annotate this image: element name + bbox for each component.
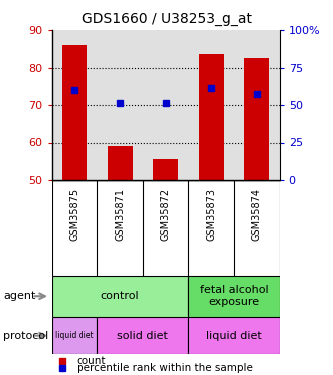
- Text: GDS1660 / U38253_g_at: GDS1660 / U38253_g_at: [82, 12, 251, 26]
- Bar: [62, 45, 87, 180]
- Bar: [188, 317, 280, 354]
- Text: GSM35874: GSM35874: [252, 188, 262, 241]
- Text: control: control: [101, 291, 139, 301]
- Text: GSM35873: GSM35873: [206, 188, 216, 241]
- Text: fetal alcohol
exposure: fetal alcohol exposure: [200, 285, 268, 307]
- Bar: [52, 276, 188, 317]
- Bar: [108, 146, 133, 180]
- Text: GSM35871: GSM35871: [115, 188, 125, 241]
- Text: liquid diet: liquid diet: [206, 331, 262, 340]
- Text: agent: agent: [3, 291, 36, 301]
- Text: protocol: protocol: [3, 331, 49, 340]
- Text: count: count: [77, 356, 106, 366]
- Text: GSM35875: GSM35875: [69, 188, 80, 241]
- Bar: [153, 159, 178, 180]
- Text: GSM35872: GSM35872: [161, 188, 171, 241]
- Text: percentile rank within the sample: percentile rank within the sample: [77, 363, 252, 373]
- Bar: [188, 276, 280, 317]
- Bar: [52, 317, 97, 354]
- Bar: [97, 317, 188, 354]
- Bar: [244, 58, 269, 180]
- Bar: [199, 54, 224, 180]
- Text: liquid diet: liquid diet: [55, 331, 94, 340]
- Text: solid diet: solid diet: [118, 331, 168, 340]
